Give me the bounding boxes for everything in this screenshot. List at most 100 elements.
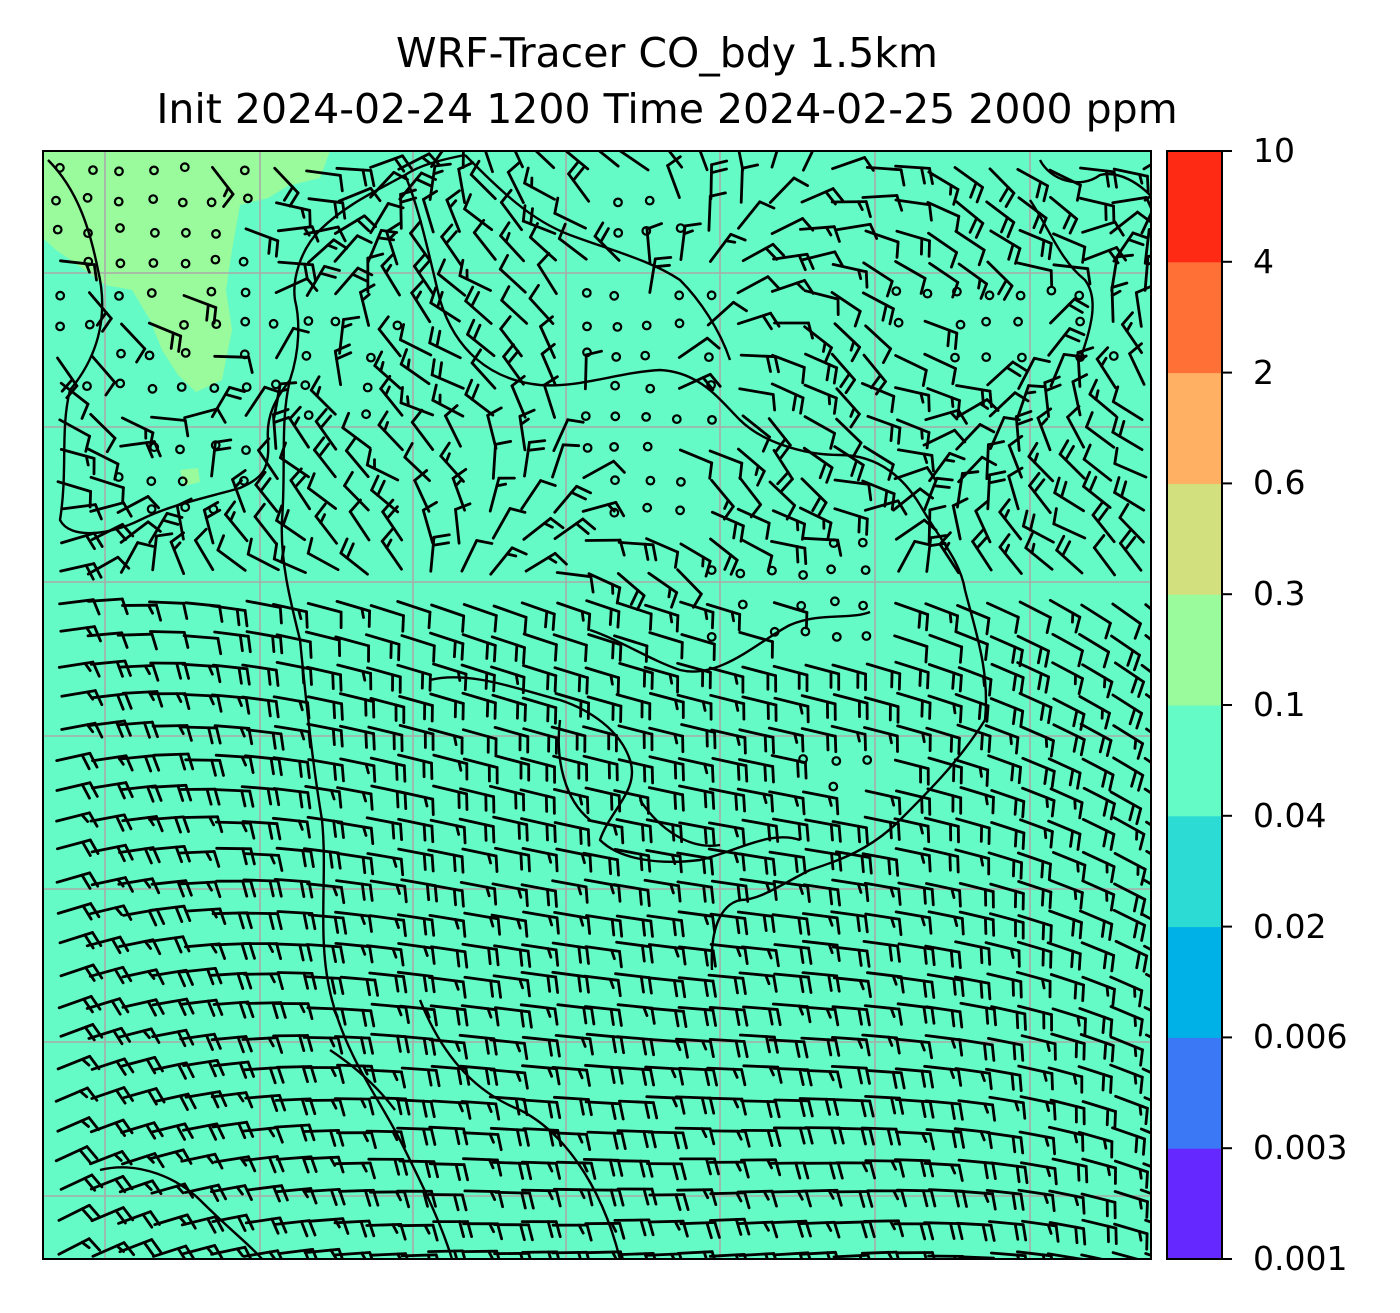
wind-barb (952, 286, 962, 297)
wind-barb (427, 848, 465, 874)
wind-barb (179, 320, 189, 330)
wind-barb (490, 913, 529, 938)
wind-barb (522, 632, 558, 662)
wind-barb (367, 725, 404, 753)
wind-barb (928, 451, 966, 483)
wind-barb (772, 601, 809, 630)
wind-barb (644, 1065, 684, 1086)
wind-barb (1079, 1033, 1115, 1063)
wind-barb (865, 1069, 906, 1090)
wind-barb (704, 352, 714, 363)
wind-barb (645, 849, 683, 874)
wind-barb (926, 787, 963, 815)
wind-barb (182, 634, 223, 656)
wind-barb (648, 755, 685, 782)
wind-barb (522, 664, 558, 693)
wind-barb (1143, 227, 1151, 265)
wind-barb (551, 1131, 592, 1151)
wind-barb (955, 423, 996, 451)
wind-barb (461, 847, 499, 873)
wind-barb (896, 724, 932, 752)
wind-barb (1079, 722, 1113, 757)
wind-barb (617, 541, 658, 562)
wind-barb (1017, 196, 1048, 234)
wind-barb (116, 495, 161, 514)
wind-barb (986, 360, 1028, 387)
wind-barb (1017, 914, 1053, 943)
wind-barb (804, 352, 839, 385)
wind-barb (305, 264, 341, 297)
wind-barb (210, 438, 233, 478)
wind-barb (586, 1130, 627, 1150)
wind-barb (708, 449, 744, 481)
wind-barb (770, 1189, 812, 1208)
wind-barb (831, 1005, 871, 1027)
wind-barb (1052, 507, 1087, 540)
wind-barb (314, 408, 338, 451)
wind-barb (377, 410, 404, 452)
wind-barb (369, 154, 413, 173)
wind-barb (955, 200, 985, 239)
wind-barb (985, 1131, 1025, 1155)
wind-barb (615, 1066, 655, 1087)
wind-barb (85, 997, 130, 1016)
wind-barb (554, 1034, 594, 1056)
colorbar-segment (1167, 705, 1222, 817)
colorbar-segment (1167, 926, 1222, 1038)
wind-barb (460, 1100, 501, 1121)
wind-barb (241, 663, 280, 687)
wind-barb (550, 725, 587, 753)
wind-barb (333, 214, 378, 235)
wind-barb (520, 1160, 561, 1180)
wind-barb (615, 818, 653, 844)
wind-barb (640, 350, 651, 361)
wind-barb (1048, 1221, 1087, 1246)
wind-barb (426, 1193, 468, 1212)
wind-barb (709, 943, 749, 965)
wind-barb (398, 724, 435, 751)
wind-barb (551, 443, 581, 479)
wind-barb (241, 942, 283, 960)
wind-barb (1024, 532, 1054, 571)
wind-barb (1007, 434, 1024, 479)
wind-barb (335, 1007, 376, 1028)
wind-barb (893, 817, 931, 844)
wind-barb (1108, 351, 1119, 361)
wind-barb (397, 817, 435, 844)
wind-barb (835, 387, 861, 429)
wind-barb (82, 192, 93, 203)
wind-barb (772, 448, 794, 492)
wind-barb (244, 385, 281, 417)
wind-barb (706, 380, 716, 390)
wind-barb (706, 1066, 747, 1087)
wind-barb (955, 319, 966, 330)
wind-barb (1049, 787, 1084, 820)
wind-barb (1081, 220, 1125, 237)
wind-barb (615, 914, 654, 938)
wind-barb (484, 151, 494, 174)
wind-barb (275, 201, 312, 228)
wind-barb (489, 1038, 529, 1061)
wind-barb (275, 633, 313, 659)
wind-barb (403, 442, 431, 483)
colorbar-tick-label: 10 (1253, 131, 1295, 170)
wind-barb (894, 164, 934, 186)
wind-barb (1085, 411, 1116, 449)
wind-barb (85, 935, 130, 955)
wind-barb (922, 428, 967, 447)
wind-barb (469, 159, 497, 201)
wind-barb (117, 664, 160, 682)
wind-barb (768, 850, 807, 875)
wind-barb (741, 695, 778, 722)
wind-barb (1111, 415, 1144, 452)
wind-barb (303, 410, 314, 421)
wind-barb (489, 1126, 530, 1147)
wind-barb (803, 289, 840, 317)
wind-barb (799, 506, 833, 540)
wind-barb (240, 287, 251, 298)
wind-barb (927, 756, 963, 785)
wind-barb (767, 565, 777, 576)
wind-barb (210, 693, 251, 715)
wind-barb (180, 502, 191, 513)
